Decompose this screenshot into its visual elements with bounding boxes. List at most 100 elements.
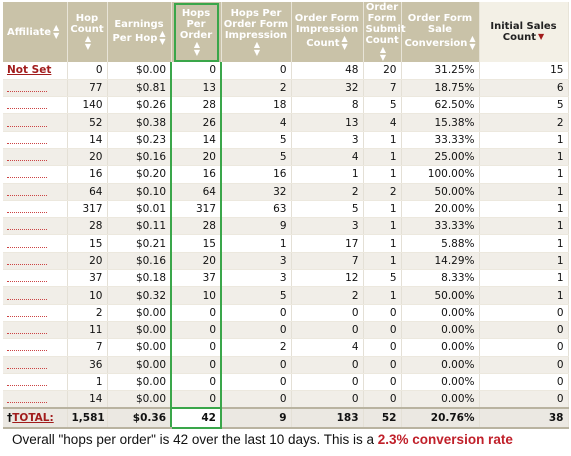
cell-hops-per-ofi: 16 (221, 165, 292, 184)
cell-hops-per-order: 28 (170, 96, 222, 115)
cell-hop-count: 11 (67, 321, 108, 340)
total-earnings: $0.36 (107, 406, 172, 429)
cell-earnings: $0.16 (107, 252, 172, 271)
header-ofi-count-label: Order Form Impression Count (294, 13, 360, 49)
redacted-affiliate-link[interactable] (7, 222, 47, 231)
cell-sales: 0 (479, 338, 569, 357)
redacted-affiliate-link[interactable] (7, 84, 47, 92)
redacted-affiliate-link[interactable] (7, 395, 47, 404)
cell-hops-per-ofi: 0 (221, 356, 292, 374)
cell-hops-per-order: 13 (170, 79, 222, 98)
header-order-form-sale-conversion[interactable]: Order Form Sale Conversion ▲ ▼ (401, 2, 480, 62)
cell-submit: 1 (363, 217, 402, 236)
table-row: 77 $0.81 13 2 32 7 18.75% 6 (3, 79, 569, 98)
redacted-affiliate-link[interactable] (7, 343, 47, 352)
cell-earnings: $0.16 (107, 148, 172, 167)
sort-both-icon: ▲ ▼ (159, 28, 166, 46)
cell-hops-per-ofi: 0 (221, 321, 292, 340)
cell-earnings: $0.00 (107, 390, 172, 409)
cell-earnings: $0.18 (107, 269, 172, 288)
total-label-cell: †TOTAL: (3, 406, 68, 429)
affiliate-cell (3, 373, 68, 392)
header-affiliate[interactable]: Affiliate ▲ ▼ (3, 2, 68, 62)
table-row: 37 $0.18 37 3 12 5 8.33% 1 (3, 269, 569, 288)
cell-hops-per-ofi: 4 (221, 113, 292, 132)
cell-hops-per-order: 26 (170, 113, 222, 132)
cell-submit: 1 (363, 234, 402, 253)
cell-conversion: 5.88% (401, 234, 480, 253)
cell-ofi-count: 1 (291, 165, 364, 184)
redacted-affiliate-link[interactable] (7, 119, 47, 127)
redacted-affiliate-link[interactable] (7, 153, 47, 162)
cell-ofi-count: 8 (291, 96, 364, 115)
total-ofi-count: 183 (291, 406, 364, 429)
redacted-affiliate-link[interactable] (7, 257, 47, 265)
cell-hop-count: 317 (67, 200, 108, 219)
header-hops-per-order[interactable]: Hops Per Order▲ ▼ (171, 2, 222, 62)
redacted-affiliate-link[interactable] (7, 240, 47, 248)
cell-earnings: $0.23 (107, 131, 172, 149)
affiliate-link[interactable]: Not Set (7, 64, 52, 77)
table-row: 7 $0.00 0 2 4 0 0.00% 0 (3, 338, 569, 357)
cell-ofi-count: 2 (291, 183, 364, 201)
cell-earnings: $0.00 (107, 321, 172, 340)
cell-hops-per-order: 37 (170, 269, 222, 288)
total-hop-count: 1,581 (67, 406, 108, 429)
cell-sales: 1 (479, 234, 569, 253)
table-row: 2 $0.00 0 0 0 0 0.00% 0 (3, 304, 569, 322)
total-link[interactable]: TOTAL: (12, 411, 54, 424)
cell-ofi-count: 17 (291, 234, 364, 253)
table-body: Not Set 0 $0.00 0 0 48 20 31.25% 15 77 $0.81 13 2 32 7… (3, 62, 569, 409)
header-hop-count-label: Hop Count (70, 13, 104, 35)
header-order-form-submit-count[interactable]: Order Form Submit Count▲ ▼ (363, 2, 406, 62)
redacted-affiliate-link[interactable] (7, 188, 47, 196)
redacted-affiliate-link[interactable] (7, 326, 47, 335)
cell-ofi-count: 32 (291, 79, 364, 98)
cell-hop-count: 64 (67, 183, 108, 201)
table-row: 64 $0.10 64 32 2 2 50.00% 1 (3, 183, 569, 201)
cell-hop-count: 14 (67, 131, 108, 149)
cell-hops-per-ofi: 0 (221, 390, 292, 409)
cell-conversion: 31.25% (401, 62, 480, 80)
cell-ofi-count: 7 (291, 252, 364, 271)
header-initial-sales-count[interactable]: Initial Sales Count ▼ (479, 2, 569, 62)
header-hop-count[interactable]: Hop Count▲ ▼ (67, 2, 108, 62)
affiliate-stats-table: Affiliate ▲ ▼ Hop Count▲ ▼ Earnings Per Hop… (3, 2, 569, 429)
redacted-affiliate-link[interactable] (7, 274, 47, 283)
cell-earnings: $0.01 (107, 200, 172, 219)
affiliate-cell (3, 183, 68, 201)
total-marker: † (7, 411, 13, 424)
cell-earnings: $0.10 (107, 183, 172, 201)
redacted-affiliate-link[interactable] (7, 292, 47, 300)
cell-hops-per-ofi: 0 (221, 304, 292, 322)
cell-hop-count: 36 (67, 356, 108, 374)
cell-hop-count: 15 (67, 234, 108, 253)
redacted-affiliate-link[interactable] (7, 378, 47, 386)
header-earnings-per-hop[interactable]: Earnings Per Hop ▲ ▼ (107, 2, 172, 62)
cell-sales: 6 (479, 79, 569, 98)
redacted-affiliate-link[interactable] (7, 309, 47, 317)
table-row: 16 $0.20 16 16 1 1 100.00% 1 (3, 165, 569, 184)
sort-both-icon: ▲ ▼ (469, 34, 476, 51)
cell-sales: 1 (479, 200, 569, 219)
table-row: Not Set 0 $0.00 0 0 48 20 31.25% 15 (3, 62, 569, 80)
cell-hop-count: 140 (67, 96, 108, 115)
affiliate-cell (3, 338, 68, 357)
redacted-affiliate-link[interactable] (7, 101, 47, 110)
header-hops-per-order-form-impression[interactable]: Hops Per Order Form Impression▲ ▼ (221, 2, 292, 62)
cell-conversion: 33.33% (401, 131, 480, 149)
summary-caption: Overall "hops per order" is 42 over the … (12, 432, 513, 447)
cell-earnings: $0.00 (107, 356, 172, 374)
cell-hop-count: 52 (67, 113, 108, 132)
redacted-affiliate-link[interactable] (7, 170, 47, 179)
redacted-affiliate-link[interactable] (7, 361, 47, 369)
cell-earnings: $0.00 (107, 373, 172, 392)
cell-hops-per-ofi: 2 (221, 338, 292, 357)
redacted-affiliate-link[interactable] (7, 205, 47, 214)
header-order-form-impression-count[interactable]: Order Form Impression Count ▲ ▼ (291, 2, 364, 62)
cell-hops-per-ofi: 63 (221, 200, 292, 219)
cell-sales: 0 (479, 304, 569, 322)
cell-sales: 0 (479, 321, 569, 340)
redacted-affiliate-link[interactable] (7, 136, 47, 144)
cell-earnings: $0.21 (107, 234, 172, 253)
